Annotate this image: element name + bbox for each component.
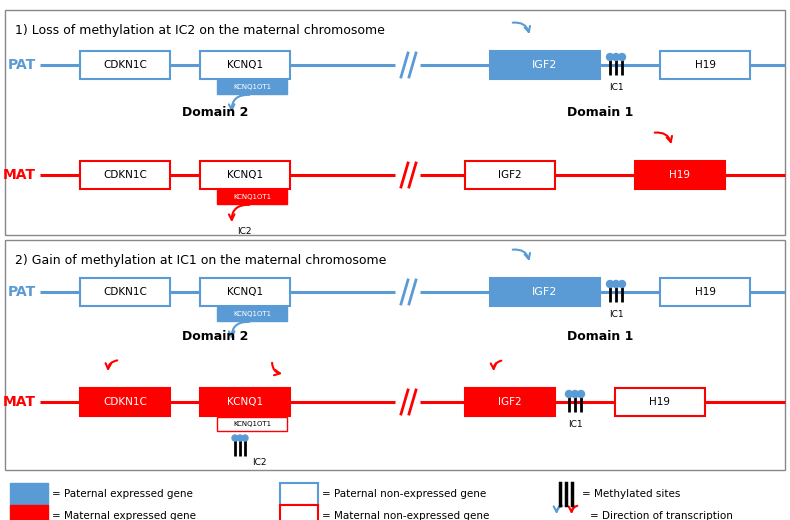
Text: = Maternal non-expressed gene: = Maternal non-expressed gene <box>322 511 489 520</box>
Bar <box>465 388 555 416</box>
Text: CDKN1C: CDKN1C <box>103 397 147 407</box>
Circle shape <box>237 435 243 441</box>
Circle shape <box>571 391 578 397</box>
Circle shape <box>566 391 573 397</box>
Bar <box>10 505 48 520</box>
Circle shape <box>607 280 614 288</box>
Text: = Paternal non-expressed gene: = Paternal non-expressed gene <box>322 489 487 499</box>
Text: IGF2: IGF2 <box>498 397 522 407</box>
Text: KCNQ1: KCNQ1 <box>227 397 263 407</box>
Text: KCNQ1OT1: KCNQ1OT1 <box>233 84 271 90</box>
Bar <box>465 161 555 189</box>
Text: Domain 2: Domain 2 <box>182 106 248 119</box>
Bar <box>80 388 170 416</box>
Circle shape <box>232 435 238 441</box>
Text: CDKN1C: CDKN1C <box>103 287 147 297</box>
Bar <box>80 161 170 189</box>
Text: 2) Gain of methylation at IC1 on the maternal chromosome: 2) Gain of methylation at IC1 on the mat… <box>15 254 386 267</box>
Text: = Direction of transcription: = Direction of transcription <box>590 511 733 520</box>
Bar <box>217 417 287 431</box>
Bar <box>635 161 725 189</box>
Text: PAT: PAT <box>8 58 36 72</box>
Text: Domain 2: Domain 2 <box>182 331 248 344</box>
Bar <box>200 161 290 189</box>
Circle shape <box>612 280 619 288</box>
Bar <box>280 483 318 505</box>
Text: IC2: IC2 <box>237 227 251 236</box>
Bar <box>217 190 287 204</box>
Text: KCNQ1OT1: KCNQ1OT1 <box>233 194 271 200</box>
Bar <box>217 80 287 94</box>
Text: = Methylated sites: = Methylated sites <box>582 489 680 499</box>
Bar <box>5 10 785 235</box>
Circle shape <box>607 54 614 60</box>
Bar <box>200 278 290 306</box>
Text: KCNQ1OT1: KCNQ1OT1 <box>233 421 271 427</box>
Bar <box>660 278 750 306</box>
Text: IC1: IC1 <box>608 310 623 319</box>
Text: H19: H19 <box>649 397 671 407</box>
Text: KCNQ1: KCNQ1 <box>227 60 263 70</box>
Text: Domain 1: Domain 1 <box>566 331 634 344</box>
Text: KCNQ1: KCNQ1 <box>227 170 263 180</box>
Text: CDKN1C: CDKN1C <box>103 60 147 70</box>
Text: IGF2: IGF2 <box>498 170 522 180</box>
Bar <box>217 307 287 321</box>
Text: IGF2: IGF2 <box>532 60 558 70</box>
Text: H19: H19 <box>669 170 690 180</box>
Bar <box>490 51 600 79</box>
Text: = Maternal expressed gene: = Maternal expressed gene <box>52 511 196 520</box>
Text: KCNQ1OT1: KCNQ1OT1 <box>233 311 271 317</box>
Text: IC2: IC2 <box>252 458 266 467</box>
Text: MAT: MAT <box>3 168 36 182</box>
Bar <box>200 51 290 79</box>
Text: H19: H19 <box>694 60 716 70</box>
Text: PAT: PAT <box>8 285 36 299</box>
Bar <box>490 278 600 306</box>
Circle shape <box>242 435 248 441</box>
Bar <box>5 240 785 470</box>
Text: CDKN1C: CDKN1C <box>103 170 147 180</box>
Circle shape <box>577 391 585 397</box>
Bar <box>660 51 750 79</box>
Bar <box>80 278 170 306</box>
Text: IGF2: IGF2 <box>532 287 558 297</box>
Bar <box>280 505 318 520</box>
Text: IC1: IC1 <box>568 420 582 429</box>
Circle shape <box>612 54 619 60</box>
Text: IC1: IC1 <box>608 83 623 92</box>
Text: MAT: MAT <box>3 395 36 409</box>
Bar <box>615 388 705 416</box>
Text: H19: H19 <box>694 287 716 297</box>
Text: 1) Loss of methylation at IC2 on the maternal chromosome: 1) Loss of methylation at IC2 on the mat… <box>15 24 385 37</box>
Text: Domain 1: Domain 1 <box>566 106 634 119</box>
Bar <box>200 388 290 416</box>
Circle shape <box>619 54 626 60</box>
Bar <box>80 51 170 79</box>
Bar <box>10 483 48 505</box>
Text: = Paternal expressed gene: = Paternal expressed gene <box>52 489 193 499</box>
Text: KCNQ1: KCNQ1 <box>227 287 263 297</box>
Circle shape <box>619 280 626 288</box>
